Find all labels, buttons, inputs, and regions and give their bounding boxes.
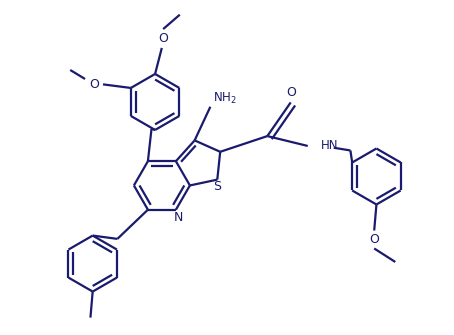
Text: O: O (89, 78, 99, 91)
Text: N: N (173, 211, 183, 224)
Text: O: O (158, 31, 168, 45)
Text: HN: HN (321, 139, 339, 151)
Text: O: O (369, 233, 379, 246)
Text: O: O (286, 86, 296, 99)
Text: S: S (213, 180, 221, 193)
Text: NH$_2$: NH$_2$ (212, 91, 237, 106)
